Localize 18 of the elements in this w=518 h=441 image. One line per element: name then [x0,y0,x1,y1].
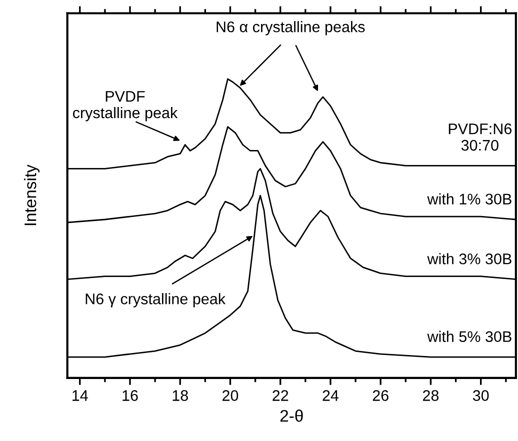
series-label: with 5% 30B [427,330,512,342]
x-tick-label: 16 [122,390,138,401]
x-tick-label: 18 [172,390,188,401]
x-axis-title: 2-θ [280,410,303,422]
y-axis-title: Intensity [24,164,40,226]
x-tick-label: 24 [322,390,339,401]
x-tick-label: 20 [222,390,238,401]
series-label: PVDF:N6 30:70 [448,123,512,151]
series-label: with 1% 30B [427,193,512,205]
annotation: PVDF crystalline peak [72,91,178,122]
x-tick-label: 30 [472,390,489,401]
annotation: N6 α crystalline peaks [216,21,365,36]
x-tick-label: 14 [72,390,88,401]
x-tick-label: 26 [372,390,388,401]
annotation: N6 γ crystalline peak [86,293,226,308]
series-label: with 3% 30B [427,253,512,264]
x-tick-label: 28 [422,390,439,401]
x-tick-label: 22 [272,390,288,401]
